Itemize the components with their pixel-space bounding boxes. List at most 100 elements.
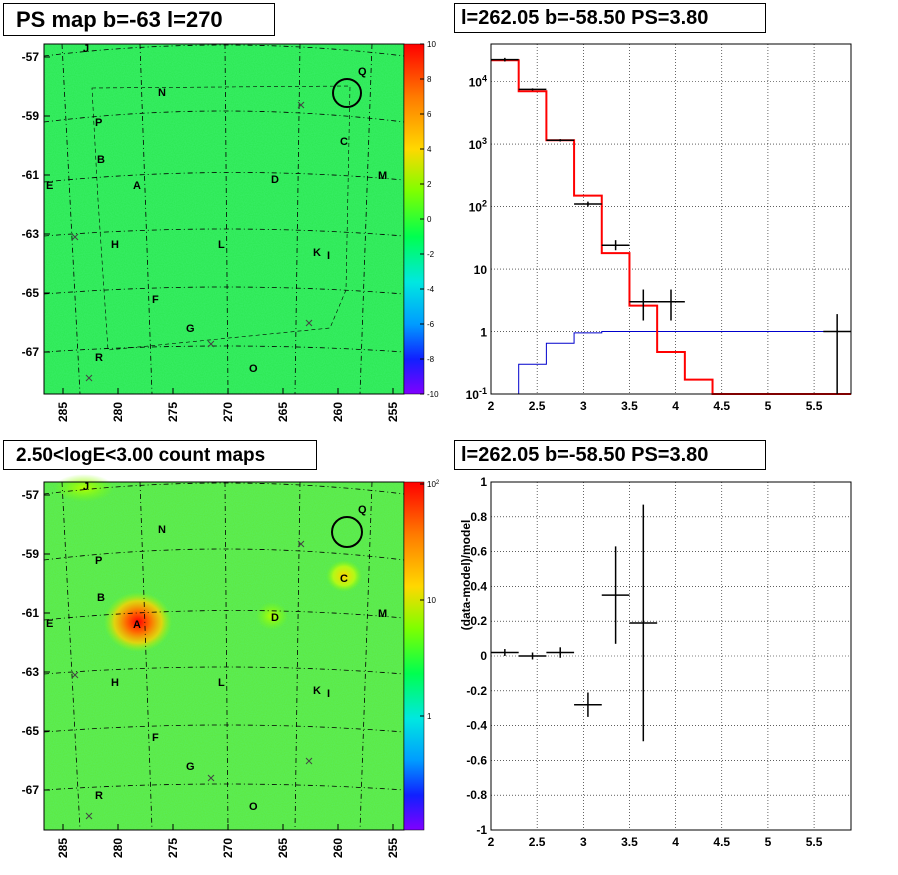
count-map-label-M: M <box>378 608 387 620</box>
ps-map-x-tick-label: 270 <box>221 402 235 422</box>
tl-title-box: PS map b=-63 l=270 <box>3 3 275 36</box>
br-title-box: l=262.05 b=-58.50 PS=3.80 <box>454 440 766 470</box>
ps-map-label-N: N <box>158 87 166 99</box>
count-map-panel: J Q N P C B D M E A H L K I F G R O <box>43 474 425 831</box>
ps-map-label-A: A <box>133 180 141 192</box>
count-map-x-tick-label: 280 <box>111 838 125 858</box>
count-map-label-P: P <box>95 555 102 567</box>
spectrum-background-histogram <box>491 331 851 395</box>
ps-map-label-M: M <box>378 170 387 182</box>
spectrum-x-tick-label: 5.5 <box>806 399 823 413</box>
residuals-y-tick-label: -0.2 <box>466 684 487 698</box>
ps-map-label-F: F <box>152 294 159 306</box>
count-map-colorbar-labels: 102 10 1 <box>420 480 440 721</box>
residuals-y-axis-label: (data-model)/model <box>459 520 473 631</box>
residuals-y-tick-label: -0.6 <box>466 753 487 767</box>
spectrum-frame <box>490 43 852 395</box>
ps-map-y-tick-label: -57 <box>22 50 40 64</box>
count-map-spot-A <box>104 592 172 652</box>
spectrum-y-tick-label: 103 <box>469 136 487 152</box>
ps-map-x-tick-label: 285 <box>56 402 70 422</box>
count-map-y-tick-label: -63 <box>22 665 40 679</box>
count-map-label-L: L <box>218 677 225 689</box>
ps-map-colorbar-labels: 10 8 6 4 2 0 -2 -4 -6 -8 -10 <box>420 40 439 399</box>
ps-map-x-tick-label: 265 <box>276 402 290 422</box>
bl-title-box: 2.50<logE<3.00 count maps <box>3 440 317 470</box>
count-map-y-tick-label: -65 <box>22 724 40 738</box>
count-map-label-D: D <box>271 612 279 624</box>
spectrum-y-tick-label: 102 <box>469 199 487 215</box>
count-map-colorbar-tick-label: 10 <box>427 596 436 605</box>
ps-map-y-tick-label: -59 <box>22 109 40 123</box>
ps-map-title: PS map b=-63 l=270 <box>16 7 223 32</box>
ps-map-x-tick-label: 260 <box>331 402 345 422</box>
ps-map-y-tick-label: -61 <box>22 168 40 182</box>
residuals-y-tick-label: 0.4 <box>470 579 487 593</box>
spectrum-y-tick-label: 10 <box>474 263 488 277</box>
ps-map-label-P: P <box>95 117 102 129</box>
count-map-colorbar-tick-label: 1 <box>427 712 432 721</box>
ps-map-colorbar-tick-label: -2 <box>427 250 435 259</box>
count-map-label-N: N <box>158 524 166 536</box>
ps-map-colorbar-tick-label: -4 <box>427 285 435 294</box>
spectrum-y-tick-label: 1 <box>480 326 487 340</box>
residuals-y-tick-label: -0.4 <box>466 719 487 733</box>
ps-map-label-K: K <box>313 247 321 259</box>
ps-map-texture <box>44 44 404 394</box>
ps-map-label-D: D <box>271 174 279 186</box>
ps-map-panel: J Q N P C B D M E A H L K I F G R O <box>43 43 425 395</box>
count-map-label-H: H <box>111 677 119 689</box>
count-map-spot-C <box>326 560 362 592</box>
ps-map-label-J: J <box>83 43 89 55</box>
residuals-x-tick-label: 2.5 <box>529 835 546 849</box>
residuals-x-tick-label: 3.5 <box>621 835 638 849</box>
residuals-y-tick-label: -1 <box>476 823 487 837</box>
residuals-x-tick-label: 2 <box>488 835 495 849</box>
count-map-label-G: G <box>186 761 195 773</box>
count-map-colorbar <box>403 481 425 831</box>
count-map-axes: 285 280 275 270 265 260 255 -57 -59 -61 -63 -65 -67 <box>22 488 400 858</box>
ps-map-label-E: E <box>46 180 53 192</box>
count-map-label-A: A <box>133 619 141 631</box>
ps-map-label-R: R <box>95 352 103 364</box>
residuals-plot: 2 2.5 3 3.5 4 4.5 5 5.5 1 0.8 0.6 0.4 0.2 0 -0.2 -0.4 -0… <box>459 475 852 849</box>
spectrum-plot-area <box>491 44 851 394</box>
ps-map-x-tick-label: 275 <box>166 402 180 422</box>
count-map-title: 2.50<logE<3.00 count maps <box>16 445 266 466</box>
ps-map-label-H: H <box>111 239 119 251</box>
residuals-title: l=262.05 b=-58.50 PS=3.80 <box>461 444 709 466</box>
ps-map-y-tick-label: -67 <box>22 345 40 359</box>
spectrum-x-tick-label: 2 <box>488 399 495 413</box>
ps-map-colorbar-tick-label: 2 <box>427 180 432 189</box>
residuals-frame <box>490 481 852 831</box>
ps-map-colorbar-tick-label: -6 <box>427 320 435 329</box>
residuals-x-tick-label: 5.5 <box>806 835 823 849</box>
residuals-y-tick-label: 0 <box>480 649 487 663</box>
count-map-x-tick-label: 270 <box>221 838 235 858</box>
ps-map-boundary <box>91 85 351 351</box>
ps-map-grid <box>43 43 405 395</box>
residuals-y-tick-label: -0.8 <box>466 788 487 802</box>
count-map-label-R: R <box>95 790 103 802</box>
spectrum-title: l=262.05 b=-58.50 PS=3.80 <box>461 7 709 29</box>
ps-map-label-G: G <box>186 323 195 335</box>
dynamic-chart-layer: 285 280 275 270 265 260 255-57-59-61-63-65-672… <box>22 40 852 858</box>
ps-map-label-C: C <box>340 136 348 148</box>
count-map-label-C: C <box>340 573 348 585</box>
count-map-colorbar-tick-label: 102 <box>427 480 440 489</box>
ps-map-axes: 285 280 275 270 265 260 255 -57 -59 -61 -63 -65 -67 <box>22 50 400 422</box>
tr-title-box: l=262.05 b=-58.50 PS=3.80 <box>454 3 766 33</box>
ps-map-label-I: I <box>327 250 330 262</box>
count-map-label-E: E <box>46 618 53 630</box>
count-map-cross-markers <box>71 540 313 820</box>
residuals-x-tick-label: 5 <box>765 835 772 849</box>
ps-map-cross-markers <box>71 101 313 382</box>
residuals-y-tick-label: 0.2 <box>470 614 487 628</box>
count-map-label-B: B <box>97 592 105 604</box>
count-map-source-labels: J Q N P C B D M E A H L K I F G R O <box>46 481 387 813</box>
count-map-x-tick-label: 260 <box>331 838 345 858</box>
spectrum-x-tick-label: 2.5 <box>529 399 546 413</box>
ps-map-x-tick-label: 280 <box>111 402 125 422</box>
ps-map-label-B: B <box>97 154 105 166</box>
